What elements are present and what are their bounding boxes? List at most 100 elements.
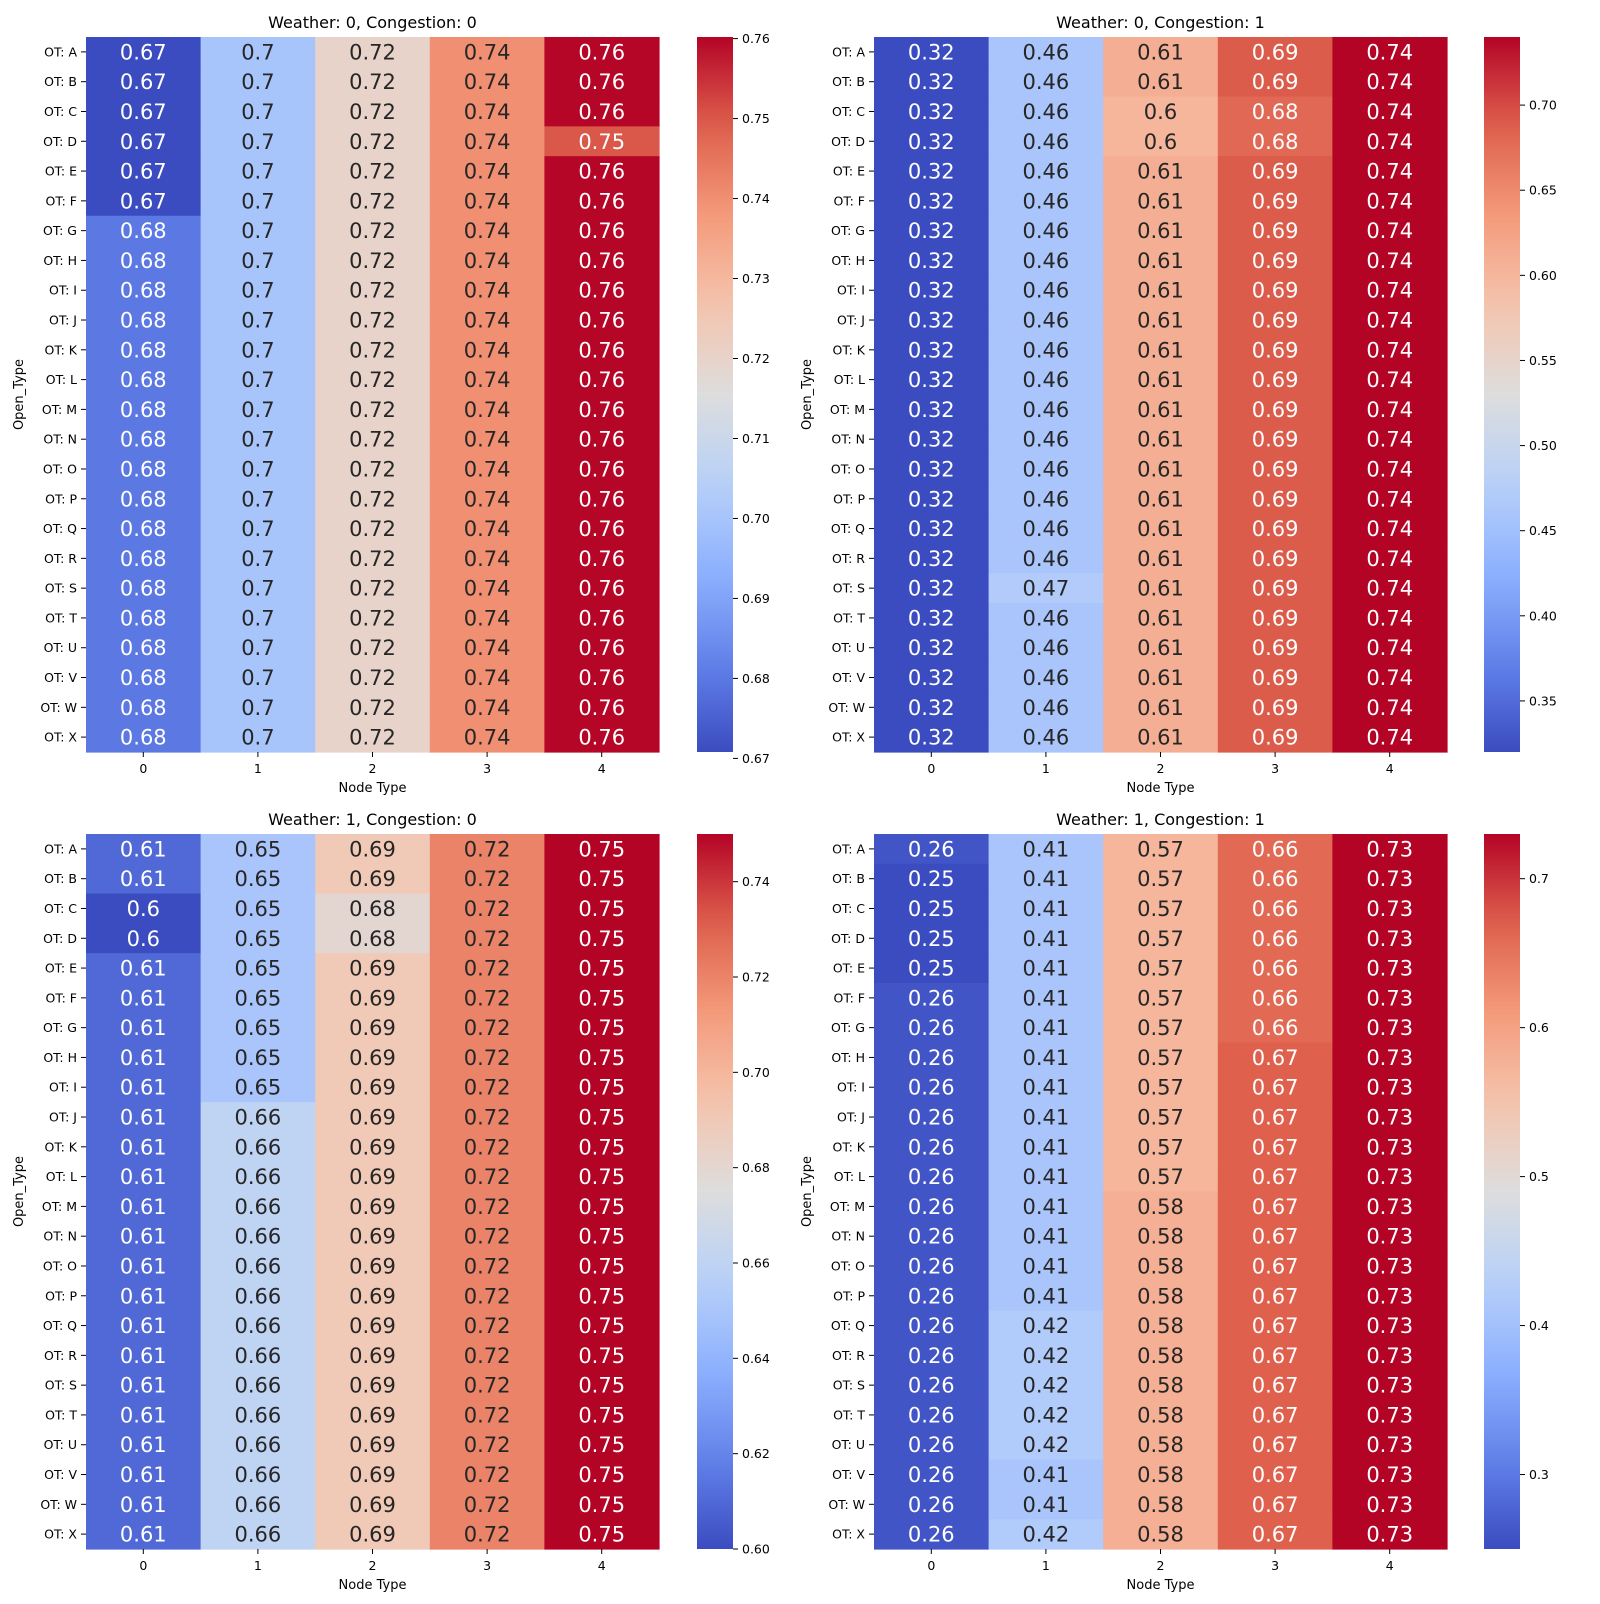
cell-value-label: 0.42 xyxy=(1023,1433,1070,1457)
colorbar-tick-label: 0.6 xyxy=(1529,1020,1549,1035)
cell-value-label: 0.61 xyxy=(120,1195,167,1219)
heatmap-cell xyxy=(1332,185,1448,217)
y-tick-label: OT: J xyxy=(837,1110,865,1125)
cell-value-label: 0.74 xyxy=(464,606,511,630)
heatmap-cell xyxy=(1103,96,1219,127)
cell-value-label: 0.41 xyxy=(1023,897,1070,921)
x-tick-label: 2 xyxy=(369,761,377,776)
heatmap-cell xyxy=(200,215,316,247)
cell-value-label: 0.75 xyxy=(578,1284,625,1308)
x-tick-label: 2 xyxy=(1157,1558,1165,1573)
cell-value-label: 0.41 xyxy=(1023,1106,1070,1130)
y-tick-label: OT: V xyxy=(832,670,865,685)
heatmap-cell xyxy=(1103,275,1219,306)
heatmap-cell xyxy=(315,662,431,694)
cell-value-label: 0.61 xyxy=(1137,338,1184,362)
heatmap-cell xyxy=(874,126,990,157)
cell-value-label: 0.72 xyxy=(464,1165,511,1189)
heatmap-cell xyxy=(544,1161,660,1193)
heatmap-cell xyxy=(86,334,202,366)
heatmap-cell xyxy=(874,692,990,723)
heatmap-cell xyxy=(86,1161,202,1193)
heatmap-cell xyxy=(874,573,990,604)
y-tick-label: OT: P xyxy=(833,1288,865,1303)
heatmap-cell xyxy=(86,1102,202,1133)
heatmap-cell xyxy=(315,1400,431,1431)
heatmap-cell xyxy=(544,424,660,455)
heatmap-cell xyxy=(200,834,316,865)
heatmap-cell xyxy=(315,66,431,98)
x-axis-label: Node Type xyxy=(1127,781,1195,796)
cell-value-label: 0.69 xyxy=(349,1314,396,1338)
cell-value-label: 0.6 xyxy=(127,927,160,951)
cell-value-label: 0.74 xyxy=(464,726,511,750)
cell-value-label: 0.69 xyxy=(1252,338,1299,362)
cell-value-label: 0.75 xyxy=(578,1076,625,1100)
heatmap-cell xyxy=(315,483,431,515)
cell-value-label: 0.66 xyxy=(235,1135,282,1159)
cell-value-label: 0.58 xyxy=(1137,1195,1184,1219)
cell-value-label: 0.72 xyxy=(464,867,511,891)
heatmap-cell xyxy=(1332,1459,1448,1491)
heatmap-cell xyxy=(200,982,316,1014)
heatmap-cell xyxy=(988,573,1104,604)
cell-value-label: 0.61 xyxy=(120,1016,167,1040)
cell-value-label: 0.41 xyxy=(1023,837,1070,861)
cell-value-label: 0.7 xyxy=(241,606,274,630)
cell-value-label: 0.75 xyxy=(578,1374,625,1398)
cell-value-label: 0.68 xyxy=(120,219,167,243)
y-tick-label: OT: S xyxy=(45,581,77,596)
cell-value-label: 0.72 xyxy=(349,368,396,392)
heatmap-cell xyxy=(86,1310,202,1342)
heatmap-cell xyxy=(429,1370,545,1401)
colorbar-tick-label: 0.40 xyxy=(1529,608,1557,623)
heatmap-cell xyxy=(544,1489,660,1520)
y-tick-label: OT: M xyxy=(42,1199,77,1214)
cell-value-label: 0.26 xyxy=(908,1195,955,1219)
cell-value-label: 0.26 xyxy=(908,1046,955,1070)
cell-value-label: 0.72 xyxy=(349,189,396,213)
heatmap-cell xyxy=(86,1221,202,1252)
heatmap-cell xyxy=(1332,1131,1448,1163)
y-tick-label: OT: P xyxy=(45,1288,77,1303)
heatmap-cell xyxy=(86,1400,202,1431)
cell-value-label: 0.72 xyxy=(349,547,396,571)
heatmap-cell xyxy=(429,603,545,634)
cell-value-label: 0.72 xyxy=(464,1523,511,1547)
heatmap-cell xyxy=(544,1400,660,1431)
heatmap-cell xyxy=(315,1042,431,1073)
heatmap-cell xyxy=(1103,1072,1219,1103)
cell-value-label: 0.74 xyxy=(464,219,511,243)
cell-value-label: 0.76 xyxy=(578,726,625,750)
cell-value-label: 0.61 xyxy=(120,1344,167,1368)
cell-value-label: 0.46 xyxy=(1023,398,1070,422)
y-tick-label: OT: V xyxy=(832,1467,865,1482)
cell-value-label: 0.32 xyxy=(908,457,955,481)
heatmap-cell xyxy=(1332,394,1448,425)
cell-value-label: 0.61 xyxy=(120,957,167,981)
x-axis-label: Node Type xyxy=(339,1578,407,1593)
heatmap-cell xyxy=(429,1310,545,1342)
heatmap-cell xyxy=(86,1042,202,1073)
heatmap-cell xyxy=(86,893,202,924)
colorbar-tick-label: 0.55 xyxy=(1529,353,1557,368)
heatmap-cell xyxy=(988,632,1104,664)
cell-value-label: 0.67 xyxy=(1252,1374,1299,1398)
y-tick-label: OT: U xyxy=(44,640,77,655)
cell-value-label: 0.67 xyxy=(1252,1165,1299,1189)
cell-value-label: 0.26 xyxy=(908,1314,955,1338)
y-tick-label: OT: B xyxy=(44,74,77,89)
y-tick-label: OT: L xyxy=(834,1169,865,1184)
heatmap-cell xyxy=(1332,454,1448,485)
heatmap-cell xyxy=(315,1429,431,1461)
cell-value-label: 0.61 xyxy=(120,1403,167,1427)
cell-value-label: 0.73 xyxy=(1366,1284,1413,1308)
heatmap-cell xyxy=(1103,893,1219,924)
heatmap-cell xyxy=(1103,334,1219,366)
heatmap-cell xyxy=(1332,1370,1448,1401)
heatmap-cell xyxy=(200,37,316,68)
cell-value-label: 0.32 xyxy=(908,517,955,541)
cell-value-label: 0.61 xyxy=(1137,457,1184,481)
cell-value-label: 0.69 xyxy=(1252,696,1299,720)
cell-value-label: 0.76 xyxy=(578,279,625,303)
